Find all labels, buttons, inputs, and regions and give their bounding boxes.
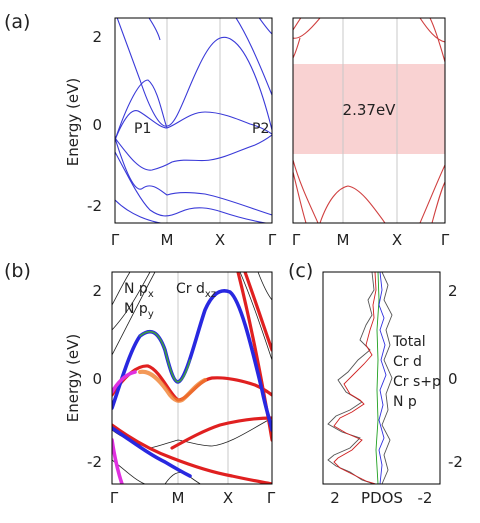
gap-value-label: 2.37eV (343, 101, 397, 119)
band-curve (239, 272, 272, 361)
band-curve (419, 164, 445, 223)
legend-cr-dxz: Cr dxz (176, 281, 216, 300)
band-curve (115, 199, 165, 223)
pdos-n-p-curve (378, 272, 387, 484)
panel-a-ytick-0: 0 (92, 116, 102, 134)
band-curve (293, 37, 301, 59)
band-curve (115, 134, 272, 171)
panel-a-bands: P1 P2 (114, 17, 273, 224)
panel-b-label: (b) (4, 260, 31, 282)
band-curve (293, 18, 321, 39)
pdos-cr-sp-curve (375, 272, 380, 484)
panel-b-frame (111, 271, 273, 485)
panel-c-ytick-2: 2 (448, 282, 458, 300)
legend-n-p: N p (393, 394, 417, 410)
legend-cr-d: Cr d (393, 354, 422, 370)
band-gap-region (293, 64, 445, 154)
pdos-total-curve (381, 272, 393, 484)
panel-b-xtick-gamma: Γ (110, 489, 119, 507)
band-curve (148, 18, 161, 41)
panel-b: (b) Energy (eV) 2 0 -2 (4, 260, 276, 507)
panel-b-xtick-gamma-end: Γ (267, 489, 276, 507)
panel-c-xtick-right: -2 (418, 489, 433, 507)
band-curve (137, 369, 208, 403)
band-curve (293, 159, 319, 223)
legend-n-py: N py (124, 301, 154, 320)
panel-a-gap-xtick-X: X (392, 231, 402, 249)
band-curve (115, 137, 272, 216)
panel-b-xtick-X: X (223, 489, 233, 507)
panel-a-gap-xtick-gamma: Γ (292, 231, 301, 249)
band-curve (243, 272, 272, 352)
panel-a: (a) Energy (eV) 2 0 -2 P1 P2 (4, 11, 450, 249)
band-curve (319, 185, 386, 223)
band-curve (112, 423, 272, 484)
band-curve (257, 272, 272, 301)
panel-b-ytick-0: 0 (92, 370, 102, 388)
band-curve (431, 181, 445, 223)
panel-a-ytick-neg2: -2 (87, 197, 102, 215)
legend-total: Total (392, 334, 426, 350)
band-curve (116, 18, 272, 131)
panel-b-xtick-M: M (172, 489, 185, 507)
band-curve (170, 416, 272, 450)
band-curve (139, 330, 191, 383)
panel-a-xtick-X: X (215, 231, 225, 249)
band-curve (115, 79, 168, 141)
band-curve (258, 18, 272, 35)
panel-c-frame (322, 271, 441, 485)
pdos-cr-d-curve (333, 272, 377, 484)
point-label-P2: P2 (252, 121, 269, 137)
panel-a-xtick-gamma: Γ (111, 231, 120, 249)
band-curve (235, 18, 272, 96)
band-curve (419, 18, 445, 43)
band-curve (115, 151, 270, 223)
panel-c-ytick-0: 0 (448, 370, 458, 388)
pdos-total-curve (327, 272, 375, 484)
band-curve (112, 370, 137, 394)
panel-c-xlabel: PDOS (361, 489, 403, 507)
band-curve (112, 272, 156, 356)
legend-cr-sp: Cr s+p (393, 374, 441, 390)
panel-a-ylabel: Energy (eV) (64, 78, 82, 166)
band-curve (112, 438, 124, 484)
panel-b-ylabel: Energy (eV) (64, 334, 82, 422)
panel-a-gap-frame (292, 17, 446, 224)
panel-b-ytick-2: 2 (92, 282, 102, 300)
panel-a-gap-xtick-gamma-end: Γ (441, 231, 450, 249)
band-curve (115, 110, 272, 141)
band-curve (293, 18, 302, 31)
panel-b-ytick-neg2: -2 (87, 453, 102, 471)
band-curve (429, 18, 445, 63)
panel-a-label: (a) (4, 11, 30, 33)
band-curve (112, 272, 131, 306)
band-curve (112, 272, 151, 331)
panel-a-xtick-M: M (161, 231, 174, 249)
panel-a-xtick-gamma-end: Γ (268, 231, 277, 249)
panel-a-gap: 2.37eV (292, 17, 446, 224)
panel-c-label: (c) (288, 260, 313, 282)
panel-c: (c) Total Cr d Cr s+p N p 2 0 -2 2 PDOS … (288, 260, 463, 507)
band-curve (112, 426, 192, 478)
band-curve (293, 171, 307, 223)
legend-n-px: N px (124, 281, 154, 300)
panel-c-ytick-neg2: -2 (448, 453, 463, 471)
panel-a-gap-xtick-M: M (337, 231, 350, 249)
point-label-P1: P1 (134, 121, 151, 137)
panel-c-xtick-left: 2 (330, 489, 340, 507)
panel-a-bands-frame (114, 17, 273, 224)
panel-a-ytick-2: 2 (92, 28, 102, 46)
